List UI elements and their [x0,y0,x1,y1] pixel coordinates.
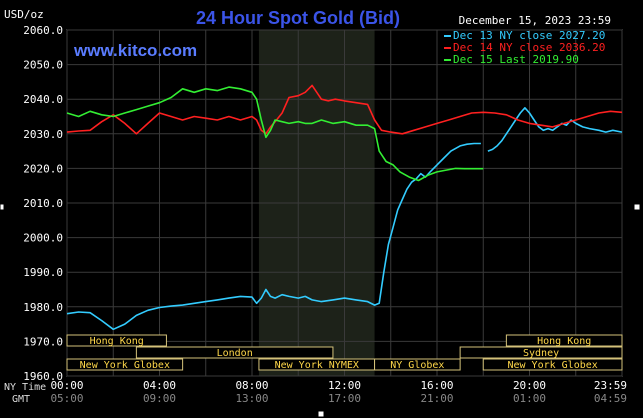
y-axis-unit-label: USD/oz [4,8,44,21]
series-line [66,86,484,182]
legend-entry: Dec 14 NY close 2036.20 [453,41,605,54]
date-label: December 15, 2023 23:59 [459,14,611,27]
x-tick-label-ny: 04:00 [143,379,176,392]
gmt-row-label: GMT [12,394,30,405]
session-bar: Hong Kong [66,334,167,347]
session-bar: London [135,346,334,359]
session-bar: New York Globex [66,358,184,371]
session-label: New York Globex [80,360,170,371]
x-tick-label-gmt: 09:00 [143,392,176,405]
session-box [135,346,334,359]
x-tick-label-gmt: 17:00 [328,392,361,405]
session-label: New York NYMEX [275,360,359,371]
x-tick-label-ny: 23:59 [594,379,627,392]
ny-time-row-label: NY Time [4,382,46,393]
y-tick-label: 1990.0 [23,266,63,279]
y-tick-labels: 2060.0 2050.0 2040.0 2030.0 2020.0 2010.0 2000… [23,24,63,383]
x-tick-labels: 00:00 04:00 08:00 12:00 16:00 20:00 23:59 05:00… [50,379,627,405]
y-tick-label: 1980.0 [23,301,63,314]
session-box [459,346,623,359]
session-label: Hong Kong [537,336,591,347]
session-label: NY Globex [390,360,444,371]
legend-entry: Dec 15 Last 2019.90 [453,53,579,66]
x-tick-label-gmt: 01:00 [513,392,546,405]
session-box [482,358,623,371]
session-bar: New York NYMEX [258,358,376,371]
watermark-url: www.kitco.com [73,41,197,60]
session-label: Hong Kong [90,336,144,347]
y-tick-label: 2020.0 [23,162,63,175]
y-tick-label: 2040.0 [23,93,63,106]
y-tick-label: 2000.0 [23,232,63,245]
legend-entry: Dec 13 NY close 2027.20 [453,29,605,42]
y-tick-label: 1960.0 [23,370,63,383]
y-tick-label: 2030.0 [23,128,63,141]
session-box [66,334,167,347]
y-tick-label: 2010.0 [23,197,63,210]
session-bar: New York Globex [482,358,623,371]
x-tick-label-gmt: 21:00 [420,392,453,405]
x-tick-label-ny: 12:00 [328,379,361,392]
market-sessions: Hong Kong London New York Globex New York N… [66,334,623,371]
x-tick-label-gmt: 05:00 [50,392,83,405]
session-label: New York Globex [507,360,597,371]
series-lines [66,84,623,331]
series-line [66,107,623,331]
x-tick-label-ny: 08:00 [235,379,268,392]
left-resize-handle[interactable] [0,203,5,211]
session-label: London [217,348,253,359]
session-box [374,358,461,371]
session-bar: Hong Kong [505,334,623,347]
session-bar: Sydney [459,346,623,359]
session-label: Sydney [523,348,559,359]
bottom-resize-handle[interactable] [317,410,325,418]
session-box [66,358,184,371]
y-tick-label: 2050.0 [23,59,63,72]
x-tick-label-ny: 20:00 [513,379,546,392]
session-box [505,334,623,347]
x-tick-label-ny: 00:00 [50,379,83,392]
x-tick-label-ny: 16:00 [420,379,453,392]
x-tick-label-gmt: 13:00 [235,392,268,405]
session-bar: NY Globex [374,358,461,371]
y-tick-label: 2060.0 [23,24,63,37]
right-resize-handle[interactable] [633,203,641,211]
chart-title: 24 Hour Spot Gold (Bid) [196,8,400,28]
y-tick-label: 1970.0 [23,335,63,348]
series-line [66,84,623,135]
grid-lines [66,29,623,377]
x-tick-label-gmt: 04:59 [594,392,627,405]
